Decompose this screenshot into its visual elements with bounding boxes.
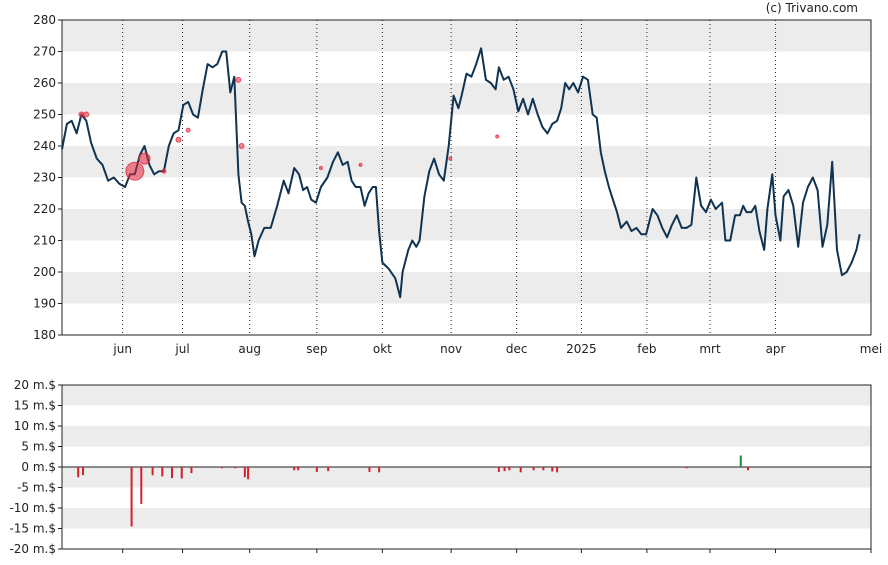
price-grid-band <box>62 177 871 209</box>
x-tick-label: mrt <box>699 342 721 356</box>
insider-marker <box>175 136 182 143</box>
y-tick-label: 260 <box>33 76 56 90</box>
x-tick-label: nov <box>440 342 462 356</box>
price-grid-band <box>62 83 871 115</box>
x-tick-label: aug <box>238 342 261 356</box>
y-tick-label: 230 <box>33 171 56 185</box>
volume-bar <box>243 467 246 478</box>
insider-marker <box>238 143 245 149</box>
y-tick-label: 200 <box>33 265 56 279</box>
insider-marker <box>358 162 363 167</box>
volume-bar <box>221 467 224 469</box>
price-grid-band <box>62 20 871 52</box>
insider-marker <box>138 152 151 165</box>
volume-bar <box>519 467 522 473</box>
volume-bar <box>297 467 300 471</box>
price-grid-band <box>62 272 871 304</box>
volume-y-tick-label: 20 m.$ <box>14 378 56 392</box>
volume-bar <box>171 467 174 479</box>
volume-grid-band <box>62 467 871 488</box>
y-tick-label: 280 <box>33 13 56 27</box>
insider-marker <box>235 76 242 83</box>
volume-bar <box>556 467 559 473</box>
y-tick-label: 250 <box>33 108 56 122</box>
volume-bar <box>739 455 742 467</box>
x-tick-label: 2025 <box>566 342 597 356</box>
insider-marker <box>83 111 90 118</box>
volume-bar <box>747 467 750 471</box>
volume-bar <box>368 467 371 472</box>
insider-marker <box>448 156 453 161</box>
volume-bar <box>551 467 554 472</box>
volume-bar <box>327 467 330 472</box>
x-tick-label: feb <box>637 342 656 356</box>
insider-marker <box>78 111 85 118</box>
y-tick-label: 240 <box>33 139 56 153</box>
x-tick-label: jul <box>174 342 189 356</box>
volume-grid-band <box>62 487 871 508</box>
volume-bar <box>532 467 535 471</box>
insider-marker <box>318 166 323 171</box>
price-grid-band <box>62 303 871 335</box>
volume-y-tick-label: 10 m.$ <box>14 419 56 433</box>
volume-bar <box>508 467 511 471</box>
volume-bar <box>130 467 133 527</box>
y-tick-label: 190 <box>33 297 56 311</box>
x-tick-label: mei <box>860 342 882 356</box>
y-tick-label: 210 <box>33 234 56 248</box>
volume-bar <box>82 467 85 476</box>
x-tick-label: apr <box>766 342 786 356</box>
volume-plot-frame <box>61 384 872 550</box>
insider-marker <box>161 168 167 174</box>
copyright-text: (c) Trivano.com <box>765 1 858 15</box>
volume-grid-band <box>62 446 871 467</box>
price-grid-band <box>62 240 871 272</box>
price-grid-band <box>62 114 871 146</box>
volume-y-tick-label: -10 m.$ <box>9 501 56 515</box>
volume-y-tick-label: -15 m.$ <box>9 522 56 536</box>
volume-bar <box>151 467 154 476</box>
volume-bar <box>685 467 688 469</box>
volume-y-tick-label: 15 m.$ <box>14 399 56 413</box>
volume-bar <box>247 467 250 480</box>
volume-bar <box>161 467 164 477</box>
volume-y-tick-label: 0 m.$ <box>21 460 56 474</box>
volume-y-tick-label: -5 m.$ <box>17 481 56 495</box>
volume-y-tick-label: 5 m.$ <box>21 440 56 454</box>
volume-bar <box>293 467 296 471</box>
x-tick-label: okt <box>373 342 392 356</box>
price-grid-band <box>62 209 871 241</box>
volume-bar <box>234 467 237 469</box>
volume-grid-band <box>62 508 871 529</box>
price-grid-band <box>62 146 871 178</box>
volume-bar <box>180 467 183 479</box>
y-tick-label: 220 <box>33 202 56 216</box>
volume-bar <box>497 467 500 472</box>
insider-marker <box>185 127 191 133</box>
x-tick-label: dec <box>506 342 528 356</box>
volume-bar <box>315 467 318 472</box>
volume-bar <box>378 467 381 473</box>
insider-marker <box>125 161 145 181</box>
price-plot-frame <box>61 19 872 336</box>
volume-grid-band <box>62 426 871 447</box>
volume-bar <box>140 467 143 504</box>
volume-y-tick-label: -20 m.$ <box>9 542 56 556</box>
volume-bar <box>542 467 545 471</box>
volume-bar <box>77 467 80 478</box>
insider-marker <box>495 134 500 139</box>
y-tick-label: 270 <box>33 45 56 59</box>
volume-grid-band <box>62 385 871 406</box>
price-line <box>61 47 861 299</box>
x-tick-label: jun <box>112 342 132 356</box>
volume-bar <box>503 467 506 472</box>
price-grid-band <box>62 51 871 83</box>
volume-grid-band <box>62 528 871 549</box>
volume-bar <box>190 467 193 474</box>
volume-grid-band <box>62 405 871 426</box>
x-tick-label: sep <box>306 342 327 356</box>
y-tick-label: 180 <box>33 328 56 342</box>
